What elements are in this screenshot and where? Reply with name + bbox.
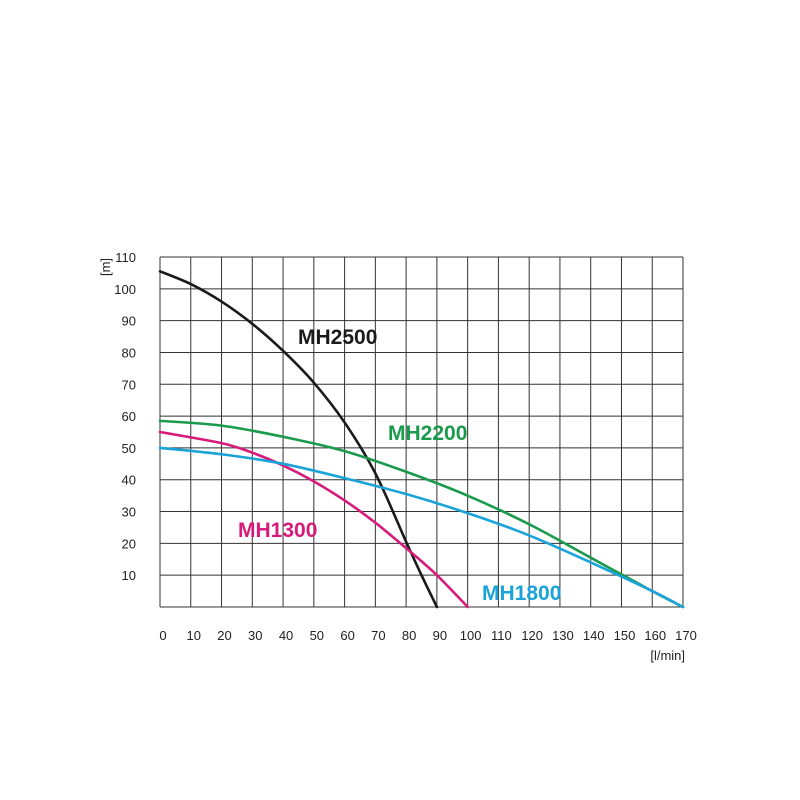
series-line-mh2200 <box>158 419 685 609</box>
y-axis-label: [m] <box>98 258 113 276</box>
series-label-mh1300: MH1300 <box>238 519 317 542</box>
x-tick-label: 80 <box>402 628 416 643</box>
y-tick-label: 80 <box>122 345 136 360</box>
x-tick-label: 100 <box>460 628 482 643</box>
series-label-mh1800: MH1800 <box>482 582 561 605</box>
x-tick-label: 60 <box>340 628 354 643</box>
y-tick-label: 10 <box>122 568 136 583</box>
series-labels: MH2500 MH2200 MH1300 MH1800 <box>238 326 561 605</box>
x-tick-label: 10 <box>187 628 201 643</box>
x-tick-label: 40 <box>279 628 293 643</box>
series-line-mh1300 <box>158 430 469 609</box>
x-axis-tick-labels: 0 10 20 30 40 50 60 70 80 90 100 110 120 130 140 150 160… <box>159 628 696 643</box>
x-tick-label: 170 <box>675 628 697 643</box>
y-tick-label: 90 <box>122 314 136 329</box>
y-tick-label: 40 <box>122 473 136 488</box>
y-tick-label: 100 <box>114 282 136 297</box>
series-label-mh2500: MH2500 <box>298 326 377 349</box>
y-tick-label: 20 <box>122 536 136 551</box>
x-tick-label: 160 <box>644 628 666 643</box>
x-tick-label: 110 <box>491 628 512 643</box>
series-line-mh1800 <box>158 446 685 609</box>
x-tick-label: 120 <box>521 628 543 643</box>
x-tick-label: 140 <box>583 628 605 643</box>
y-axis-tick-labels: 10 20 30 40 50 60 70 80 90 100 110 <box>114 250 136 583</box>
horizontal-gridlines <box>160 256 683 608</box>
y-tick-label: 50 <box>122 441 136 456</box>
x-tick-label: 0 <box>159 628 166 643</box>
x-axis-label: [l/min] <box>650 648 685 663</box>
y-tick-label: 110 <box>115 250 136 265</box>
x-tick-label: 70 <box>371 628 385 643</box>
x-tick-label: 50 <box>310 628 324 643</box>
y-tick-label: 30 <box>122 505 136 520</box>
x-tick-label: 20 <box>217 628 231 643</box>
series-label-mh2200: MH2200 <box>388 422 467 445</box>
x-tick-label: 130 <box>552 628 574 643</box>
x-tick-label: 90 <box>433 628 447 643</box>
series-curves <box>158 270 685 609</box>
x-tick-label: 30 <box>248 628 262 643</box>
y-tick-label: 70 <box>122 377 136 392</box>
x-tick-label: 150 <box>614 628 636 643</box>
y-tick-label: 60 <box>122 409 136 424</box>
